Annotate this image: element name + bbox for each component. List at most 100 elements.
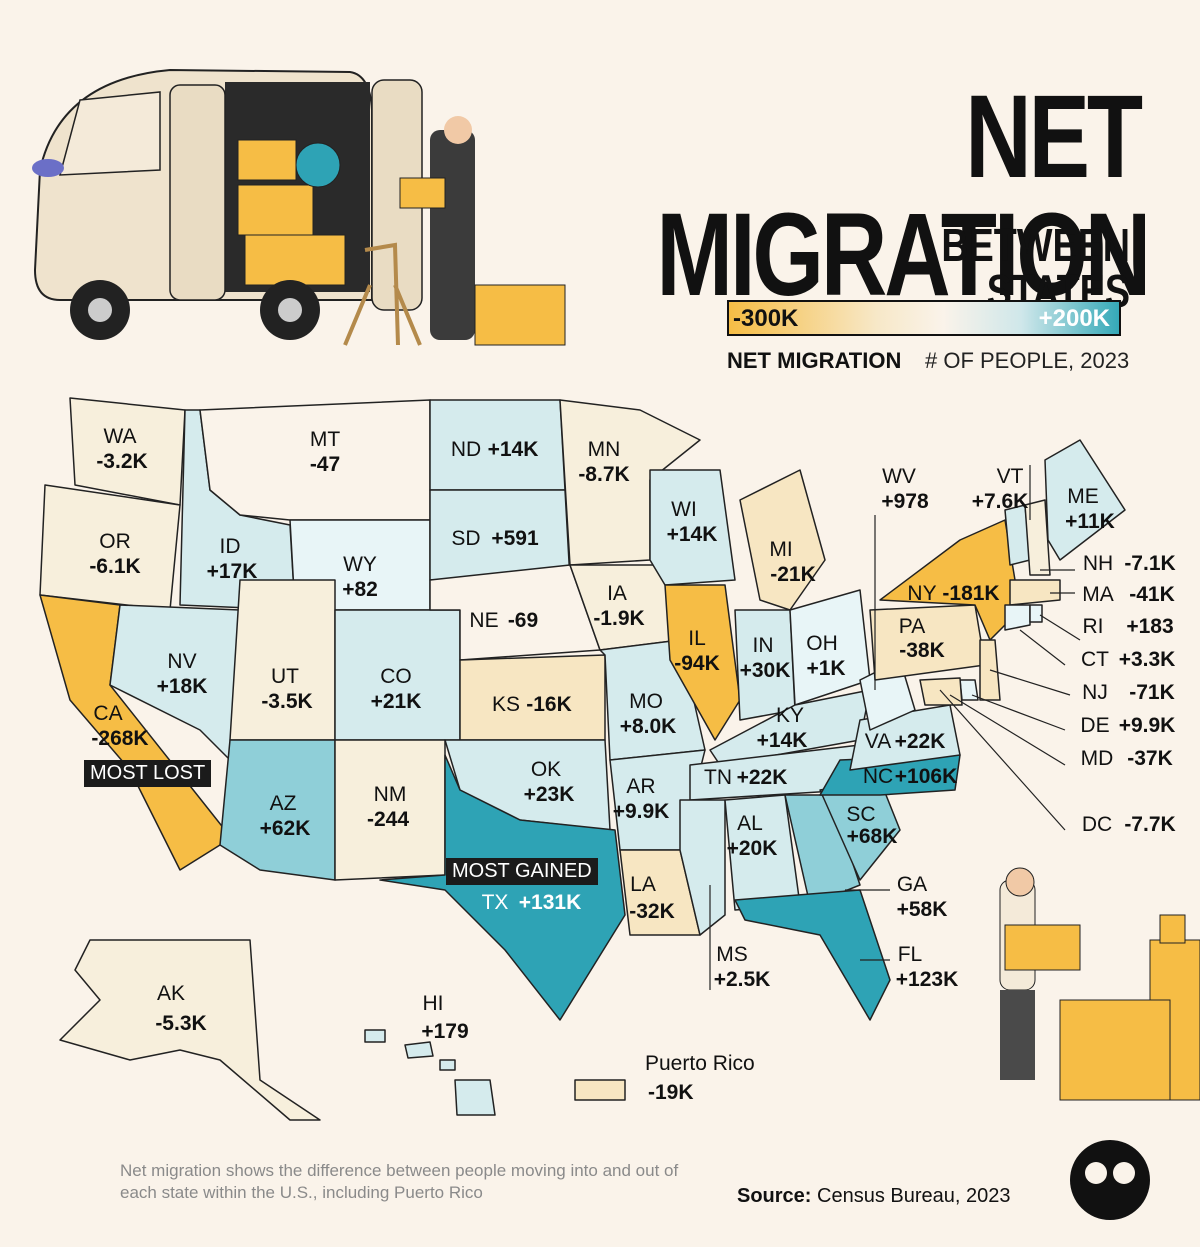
- state-label-WY: WY: [343, 553, 377, 576]
- state-shape-IL: [664, 584, 741, 741]
- state-value-CA: -268K: [91, 727, 148, 750]
- state-value-TX: +131K: [519, 891, 581, 914]
- state-value-UT: -3.5K: [261, 690, 312, 713]
- state-label-MI: MI: [769, 538, 792, 561]
- state-value-WV: +978: [881, 490, 929, 513]
- state-label-RI: RI: [1083, 615, 1104, 638]
- state-value-PR: -19K: [648, 1081, 694, 1104]
- state-label-TN: TN: [704, 766, 732, 789]
- state-shape-TX: [379, 754, 626, 1021]
- source: Source: Census Bureau, 2023: [737, 1185, 1011, 1208]
- state-value-MA: -41K: [1129, 583, 1175, 606]
- person-illustration: [999, 867, 1200, 1101]
- state-label-KS: KS: [492, 693, 520, 716]
- state-shape-MS: [679, 799, 726, 936]
- state-value-OH: +1K: [806, 657, 845, 680]
- state-value-SD: +591: [491, 527, 539, 550]
- states-layer: [39, 397, 1126, 1121]
- state-label-WV: WV: [882, 465, 916, 488]
- state-label-MD: MD: [1081, 747, 1114, 770]
- source-text: Census Bureau, 2023: [817, 1185, 1011, 1207]
- state-shape-ME: [1044, 439, 1126, 561]
- legend-min: -300K: [733, 305, 799, 332]
- state-label-NE: NE: [469, 609, 498, 632]
- state-shape-RI: [1029, 604, 1043, 623]
- state-value-KY: +14K: [757, 729, 808, 752]
- state-value-MI: -21K: [770, 563, 816, 586]
- state-label-FL: FL: [898, 943, 923, 966]
- state-value-KS: -16K: [526, 693, 572, 716]
- state-value-ID: +17K: [207, 560, 258, 583]
- state-value-IN: +30K: [740, 659, 791, 682]
- state-value-VT: +7.6K: [972, 490, 1029, 513]
- state-label-DE: DE: [1080, 714, 1109, 737]
- legend-unit: # OF PEOPLE, 2023: [925, 348, 1130, 373]
- state-shape-CT: [1004, 604, 1031, 631]
- legend-max: +200K: [1038, 305, 1110, 332]
- state-value-MS: +2.5K: [714, 968, 771, 991]
- state-label-LA: LA: [630, 873, 656, 896]
- state-value-AR: +9.9K: [613, 800, 670, 823]
- state-label-NY: NY: [907, 582, 936, 605]
- state-label-VT: VT: [997, 465, 1024, 488]
- state-value-NH: -7.1K: [1124, 552, 1175, 575]
- state-value-NC: +106K: [895, 765, 957, 788]
- state-shape-NV: [109, 604, 241, 761]
- state-value-MN: -8.7K: [578, 463, 629, 486]
- state-label-NH: NH: [1083, 552, 1113, 575]
- state-label-WA: WA: [103, 425, 136, 448]
- state-label-IN: IN: [753, 634, 774, 657]
- state-shape-NH: [1024, 499, 1051, 576]
- state-label-CA: CA: [93, 702, 122, 725]
- state-value-FL: +123K: [896, 968, 958, 991]
- state-value-VA: +22K: [895, 730, 946, 753]
- state-label-NV: NV: [167, 650, 196, 673]
- state-shape-HI: [364, 1029, 496, 1116]
- state-label-UT: UT: [271, 665, 299, 688]
- legend-gradient: [727, 300, 1121, 336]
- state-label-ME: ME: [1067, 485, 1099, 508]
- state-value-LA: -32K: [629, 900, 675, 923]
- state-value-MT: -47: [310, 453, 340, 476]
- source-label: Source:: [737, 1185, 812, 1207]
- state-value-TN: +22K: [737, 766, 788, 789]
- state-label-NM: NM: [374, 783, 407, 806]
- state-value-WI: +14K: [667, 523, 718, 546]
- state-label-MA: MA: [1082, 583, 1114, 606]
- state-label-CT: CT: [1081, 648, 1109, 671]
- state-shape-UT: [229, 579, 336, 741]
- state-shape-FL: [734, 889, 891, 1021]
- state-label-NC: NC: [863, 765, 893, 788]
- state-value-IL: -94K: [674, 652, 720, 675]
- state-value-AZ: +62K: [260, 817, 311, 840]
- state-label-HI: HI: [423, 992, 444, 1015]
- state-shape-WI: [649, 469, 736, 586]
- legend-label: NET MIGRATION: [727, 348, 902, 373]
- state-label-ID: ID: [220, 535, 241, 558]
- state-value-NE: -69: [508, 609, 538, 632]
- state-label-WI: WI: [671, 498, 697, 521]
- state-value-WY: +82: [342, 578, 378, 601]
- state-label-OR: OR: [99, 530, 131, 553]
- state-label-SD: SD: [451, 527, 480, 550]
- state-label-IL: IL: [688, 627, 706, 650]
- state-value-OK: +23K: [524, 783, 575, 806]
- state-label-AK: AK: [157, 982, 185, 1005]
- most-gained-tag: MOST GAINED: [446, 858, 598, 885]
- state-label-MS: MS: [716, 943, 748, 966]
- state-label-NJ: NJ: [1082, 681, 1108, 704]
- page-title: NET MIGRATION: [656, 71, 1151, 321]
- state-value-PA: -38K: [899, 639, 945, 662]
- leader-lines: [709, 465, 1081, 990]
- state-value-WA: -3.2K: [96, 450, 147, 473]
- state-label-DC: DC: [1082, 813, 1112, 836]
- state-value-HI: +179: [421, 1020, 468, 1043]
- brand-logo: [1070, 1140, 1150, 1220]
- state-value-GA: +58K: [897, 898, 948, 921]
- state-label-IA: IA: [607, 582, 627, 605]
- state-value-AK: -5.3K: [155, 1012, 206, 1035]
- state-label-GA: GA: [897, 873, 927, 896]
- state-shape-GA: [784, 794, 861, 906]
- state-label-AL: AL: [737, 812, 763, 835]
